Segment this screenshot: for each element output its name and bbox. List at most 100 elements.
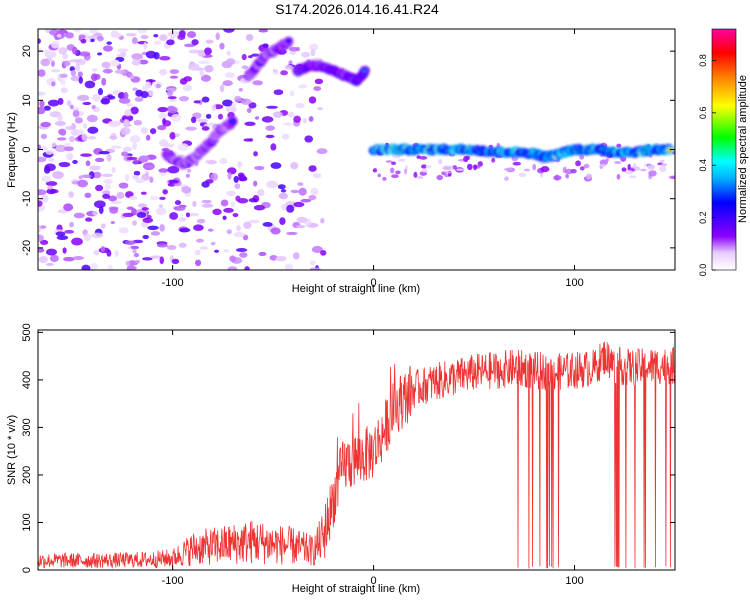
spectrogram-speckle <box>137 203 148 208</box>
spectrogram-speckle <box>46 188 56 195</box>
spectrogram-speckle <box>167 96 177 100</box>
spectrogram-speckle <box>243 138 252 142</box>
spectrogram-speckle <box>185 126 197 131</box>
spectrogram-speckle <box>240 98 252 105</box>
spectrogram-speckle <box>57 114 63 122</box>
spectrogram-speckle <box>438 158 443 165</box>
colorbar-label: Normalized spectral amplitude <box>737 75 749 223</box>
spectrogram-speckle <box>181 186 192 194</box>
snr-series-line <box>38 341 675 569</box>
spectrogram-speckle <box>168 179 179 184</box>
spectrogram-speckle <box>38 106 46 115</box>
spectrogram-speckle <box>252 80 263 86</box>
spectrogram-speckle <box>50 60 55 67</box>
spectrogram-speckle <box>38 256 48 264</box>
spectrogram-speckle <box>187 62 200 71</box>
spectrogram-speckle <box>77 94 90 101</box>
spectrogram-speckle <box>177 34 186 40</box>
spectrogram-speckle <box>286 204 295 213</box>
spectrogram-speckle <box>38 225 41 233</box>
spectrogram-speckle <box>244 121 256 126</box>
spectrogram-speckle <box>201 126 210 131</box>
spectrogram-speckle <box>565 173 570 179</box>
spectrogram-speckle <box>416 176 424 179</box>
spectrogram-speckle <box>390 167 395 174</box>
spectrogram-speckle <box>124 174 130 182</box>
spectrogram-speckle <box>147 225 159 231</box>
spectrogram-speckle <box>167 30 180 38</box>
spectrogram-speckle <box>84 80 96 89</box>
spectrogram-speckle <box>302 117 307 124</box>
snr-y-axis-label: SNR (10 * v/v) <box>6 415 18 485</box>
spectrogram-speckle <box>159 56 171 61</box>
spectrogram-speckle <box>104 183 112 190</box>
spectrogram-ridge-core <box>362 68 368 72</box>
spectrogram-speckle <box>88 35 99 41</box>
spectrogram-speckle <box>87 135 97 140</box>
spectrogram-speckle <box>98 206 104 214</box>
spectrogram-speckle <box>142 257 153 261</box>
spectrogram-speckle <box>81 174 92 178</box>
spectrogram-ridge-core <box>230 120 235 123</box>
spectrogram-speckle <box>320 250 327 256</box>
spectrogram-speckle <box>198 60 210 65</box>
spectrogram-speckle <box>111 166 116 173</box>
spectrogram-speckle <box>102 45 113 52</box>
spectrogram-speckle <box>149 195 159 201</box>
spectrogram-speckle <box>110 59 120 67</box>
spectrogram-speckle <box>70 69 77 77</box>
spectrogram-speckle <box>660 163 668 167</box>
spectrogram-speckle <box>45 149 54 155</box>
spectrogram-speckle <box>140 34 149 40</box>
spectrogram-speckle <box>124 240 136 245</box>
spectrogram-speckle <box>47 99 60 107</box>
spectrogram-speckle <box>224 72 236 78</box>
spectrogram-speckle <box>86 114 98 123</box>
spectrogram-speckle <box>116 53 126 58</box>
spectrogram-speckle <box>38 144 42 151</box>
spectrogram-speckle <box>159 224 165 232</box>
spectrogram-speckle <box>102 190 111 196</box>
spectrogram-speckle <box>140 90 149 99</box>
spectrogram-speckle <box>289 90 295 97</box>
spectrogram-speckle <box>512 161 522 166</box>
spectrogram-speckle <box>114 250 119 257</box>
spectrogram-speckle <box>122 212 134 218</box>
spectrogram-speckle <box>169 69 180 74</box>
spectrogram-speckle <box>640 168 647 172</box>
snr-axes: -100 0 100 0 100 200 300 400 500 <box>21 323 675 587</box>
spectrogram-speckle <box>575 160 582 167</box>
spectrogram-speckle <box>226 229 232 235</box>
spectrogram-speckle <box>178 217 187 222</box>
spectrogram-speckle <box>270 143 277 151</box>
spectrogram-speckle <box>288 60 293 66</box>
spectrogram-speckle <box>266 105 278 109</box>
spectrogram-speckle <box>659 159 665 163</box>
spectrogram-speckle <box>201 203 214 208</box>
spectrogram-speckle <box>463 156 469 163</box>
spectrogram-speckle <box>116 191 125 200</box>
spectrogram-speckle <box>50 69 61 73</box>
spectrogram-speckle <box>140 127 148 134</box>
spectrogram-speckle <box>191 39 199 46</box>
spectrogram-speckle <box>125 260 130 266</box>
spectrogram-speckle <box>131 59 141 66</box>
snr-y-tick-label: 0 <box>21 567 33 573</box>
spectrogram-speckle <box>579 166 585 171</box>
spectrogram-speckle <box>244 266 250 270</box>
spectrogram-speckle <box>225 58 236 66</box>
spectrogram-speckle <box>118 227 129 234</box>
spectrogram-speckle <box>55 121 66 127</box>
snr-y-tick-label: 400 <box>21 371 33 389</box>
spectrogram-speckle <box>38 189 47 196</box>
spectrogram-speckle <box>153 40 162 45</box>
spectrogram-speckle <box>295 102 305 109</box>
spectrogram-speckle <box>616 143 622 148</box>
spectrogram-speckle <box>197 118 209 123</box>
spectrogram-speckle <box>178 242 187 248</box>
spectrogram-speckle <box>74 117 83 124</box>
spectrogram-speckle <box>273 89 284 96</box>
spectrogram-speckle <box>159 34 168 42</box>
colorbar-tick-label: 0.0 <box>698 264 708 277</box>
spectrogram-speckle <box>214 249 220 253</box>
